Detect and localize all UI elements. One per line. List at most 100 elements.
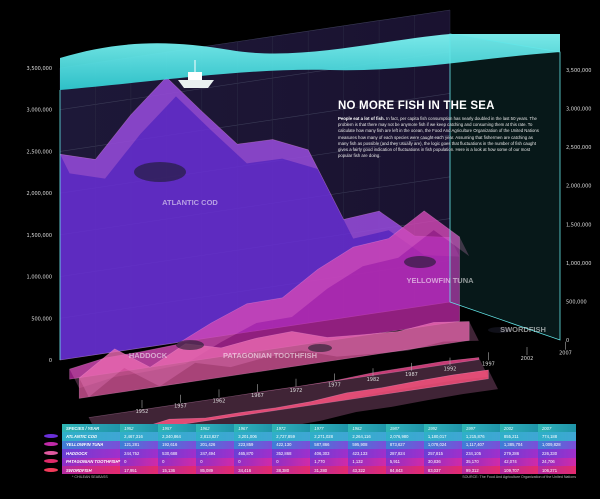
table-cell: 35,170 — [461, 457, 500, 466]
table-cell: 2,271,028 — [310, 432, 349, 441]
table-cell: 15,136 — [158, 465, 197, 475]
x-axis: 1952 1957 1962 1967 1972 1977 1982 1987 1992 1997… — [136, 341, 572, 415]
header-year: 1982 — [348, 424, 386, 433]
table-cell: 279,286 — [499, 449, 538, 458]
table-cell: 422,130 — [272, 440, 311, 450]
series-area-patagonian-toothfish — [88, 357, 480, 418]
table-cell: 855,211 — [499, 432, 538, 441]
header-year: 1992 — [423, 424, 462, 433]
table-cell: 530,688 — [158, 449, 197, 458]
y-tick-label-left: 1,000,000 — [27, 275, 52, 281]
table-cell: 0 — [158, 457, 197, 466]
header-year: 1987 — [385, 424, 424, 433]
table-cell: 0 — [234, 457, 273, 466]
tuna-icon — [404, 256, 436, 268]
table-cell: 0 — [196, 457, 235, 466]
fish-icon-cell — [40, 465, 62, 475]
table-cell: 192,616 — [158, 440, 197, 450]
table-cell: 257,815 — [423, 449, 462, 458]
boat-cabin — [188, 72, 202, 80]
header-year: 2007 — [537, 424, 576, 433]
series-label: YELLOWFIN TUNA — [406, 276, 474, 285]
x-tick-label: 1957 — [174, 404, 187, 410]
y-tick-label-right: 3,500,000 — [566, 68, 591, 74]
y-tick-label-right: 2,500,000 — [566, 145, 591, 151]
fish-icon — [44, 450, 58, 455]
table-cell: 3,201,006 — [234, 432, 273, 441]
series-label: PATAGONIAN TOOTHFISH — [223, 351, 317, 360]
table-row: PATAGONIAN TOOTHFISH* 0 0 0 0 0 1,770 1,132 5,91… — [40, 457, 576, 466]
table-cell: 352,868 — [272, 449, 311, 458]
fishing-boat-icon — [178, 60, 214, 88]
table-cell: 234,105 — [461, 449, 500, 458]
table-row: SWORDFISH 17,951 15,136 85,089 34,416 38,380 3… — [40, 465, 576, 475]
table-cell: 2,727,859 — [272, 432, 311, 441]
fish-icon-cell — [40, 432, 62, 441]
y-tick-label-right: 1,500,000 — [566, 222, 591, 228]
table-cell: 287,824 — [385, 449, 424, 458]
table-cell: 465,870 — [234, 449, 273, 458]
table-cell: 1,770 — [310, 457, 349, 466]
table-row: YELLOWFIN TUNA 121,281 192,616 201,426 223,8… — [40, 440, 576, 450]
fish-icon — [44, 467, 58, 472]
fish-icon-cell — [40, 457, 62, 466]
table-cell: 406,303 — [310, 449, 349, 458]
y-tick-label-right: 3,000,000 — [566, 107, 591, 113]
table-cell: 1,117,407 — [461, 440, 500, 450]
series-label: HADDOCK — [129, 351, 168, 360]
table-cell: 38,380 — [272, 465, 311, 475]
species-name: HADDOCK — [62, 449, 121, 458]
boat-hull — [178, 80, 214, 88]
table-cell: 85,089 — [196, 465, 235, 475]
source-note: SOURCE: The Food And Agriculture Organiz… — [462, 475, 576, 479]
x-tick-label: 1967 — [251, 393, 264, 399]
water-top — [60, 34, 560, 90]
y-tick-label-right: 500,000 — [566, 299, 587, 305]
table-cell: 774,188 — [537, 432, 576, 441]
data-table: SPECIES / YEAR 1952 1957 1962 1967 1972 1977 19… — [40, 424, 576, 475]
y-tick-label-left: 1,500,000 — [27, 233, 52, 239]
table-cell: 2,264,116 — [348, 432, 386, 441]
x-tick-label: 1982 — [367, 377, 380, 383]
header-year: 1962 — [196, 424, 235, 433]
table-cell: 1,215,876 — [461, 432, 500, 441]
species-name: SWORDFISH — [62, 465, 121, 475]
series-ribbon — [69, 210, 470, 389]
table-cell: 1,009,828 — [537, 440, 576, 450]
table-cell: 423,133 — [348, 449, 386, 458]
y-axis-left: 0 500,000 1,000,000 1,500,000 2,000,000 2,500… — [27, 66, 52, 364]
table-cell: 0 — [120, 457, 159, 466]
series-layers — [59, 76, 499, 455]
series-area-haddock — [78, 321, 470, 399]
table-header-row: SPECIES / YEAR 1952 1957 1962 1967 1972 1977 19… — [40, 424, 576, 433]
intro-lead: People eat a lot of fish. — [338, 116, 385, 121]
table-cell: 17,951 — [120, 465, 159, 475]
header-year: 1952 — [120, 424, 159, 433]
y-tick-label-right: 0 — [566, 338, 569, 344]
fish-silhouettes — [134, 162, 512, 352]
table-cell: 0 — [272, 457, 311, 466]
table-row: ATLANTIC COD 2,467,316 2,340,864 2,813,827 3… — [40, 432, 576, 441]
x-tick-label: 1962 — [213, 398, 226, 404]
chart-title: NO MORE FISH IN THE SEA — [338, 100, 495, 112]
y-tick-label-left: 0 — [49, 358, 52, 364]
table-cell: 2,813,827 — [196, 432, 235, 441]
x-tick-label: 1972 — [290, 388, 303, 394]
series-ribbon — [79, 321, 479, 398]
x-tick-label: 1987 — [405, 372, 418, 378]
table-cell: 84,843 — [385, 465, 424, 475]
y-tick-label-left: 2,000,000 — [27, 191, 52, 197]
y-tick-label-right: 1,000,000 — [566, 261, 591, 267]
header-label: SPECIES / YEAR — [62, 424, 121, 433]
table-cell: 106,271 — [537, 465, 576, 475]
x-tick-label: 2002 — [521, 356, 534, 362]
series-area-swordfish — [98, 369, 489, 438]
chart-intro: People eat a lot of fish. In fact, per c… — [338, 116, 544, 159]
series-ribbon — [88, 357, 489, 437]
table-row: HADDOCK 244,752 530,688 247,494 465,870 352,8… — [40, 449, 576, 458]
table-cell: 2,467,316 — [120, 432, 159, 441]
x-tick-label: 1952 — [136, 409, 149, 415]
swordfish-icon — [488, 327, 512, 333]
table-cell: 2,340,864 — [158, 432, 197, 441]
water-right-face — [449, 33, 561, 341]
